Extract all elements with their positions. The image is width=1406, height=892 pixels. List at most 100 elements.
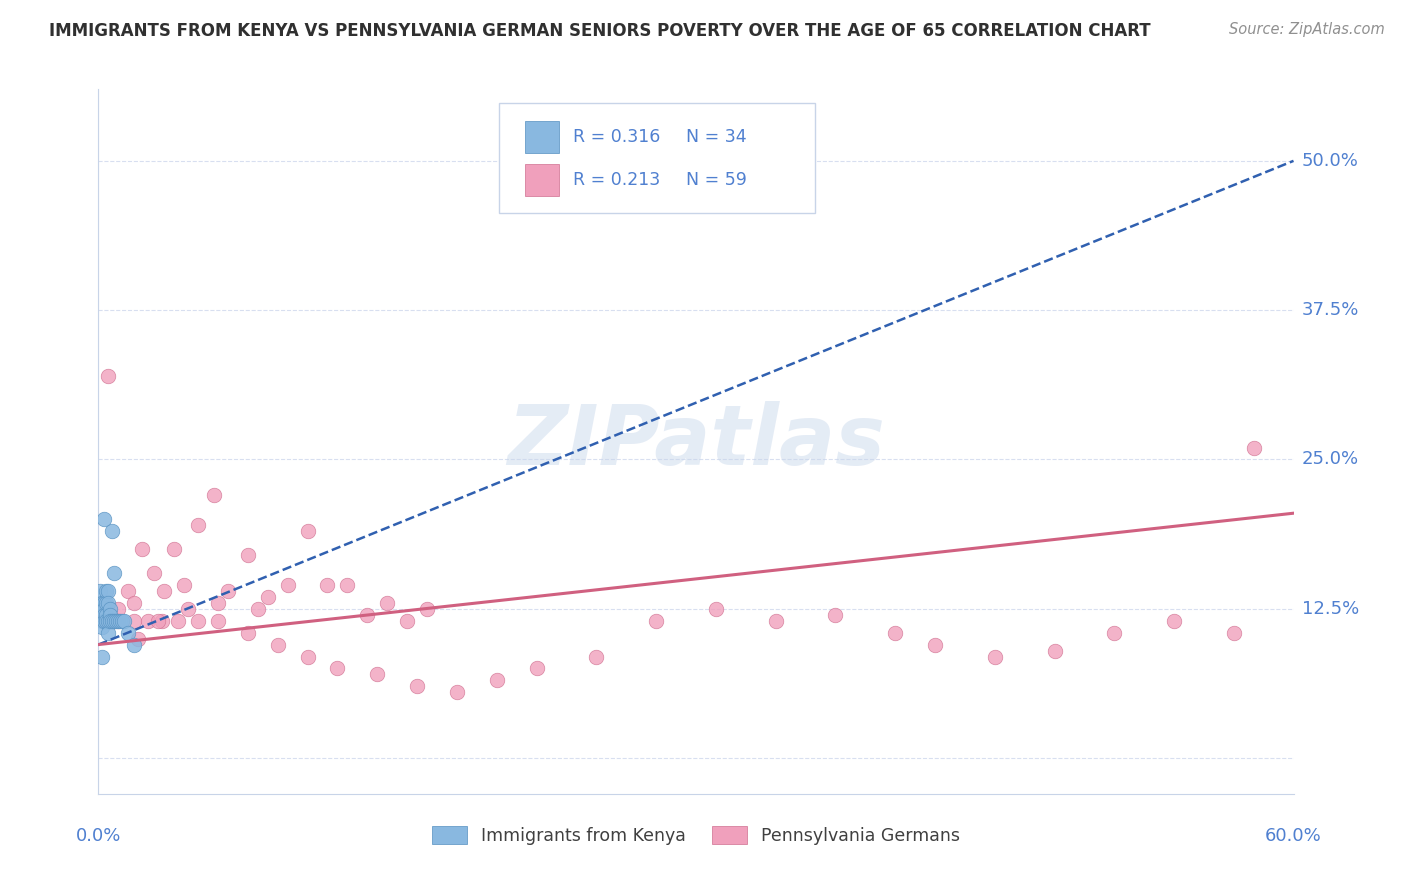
- Point: [485, 673, 508, 688]
- Point: [704, 601, 727, 615]
- Text: R = 0.213: R = 0.213: [572, 171, 661, 189]
- Point: [96, 607, 118, 622]
- Point: [153, 583, 176, 598]
- Point: [236, 548, 259, 562]
- Point: [277, 578, 299, 592]
- Point: [356, 607, 378, 622]
- Point: [366, 667, 388, 681]
- Text: N = 34: N = 34: [686, 128, 747, 146]
- Point: [375, 596, 398, 610]
- FancyBboxPatch shape: [499, 103, 815, 212]
- Point: [93, 614, 115, 628]
- Point: [150, 614, 173, 628]
- Point: [112, 614, 135, 628]
- Point: [416, 601, 439, 615]
- Point: [96, 583, 118, 598]
- Point: [96, 596, 118, 610]
- Text: 0.0%: 0.0%: [76, 827, 121, 846]
- Point: [202, 488, 225, 502]
- Point: [103, 566, 125, 580]
- Point: [98, 614, 122, 628]
- Point: [111, 614, 134, 628]
- Point: [136, 614, 159, 628]
- Text: 60.0%: 60.0%: [1265, 827, 1322, 846]
- Point: [110, 614, 132, 628]
- Point: [117, 625, 139, 640]
- Point: [585, 649, 607, 664]
- Legend: Immigrants from Kenya, Pennsylvania Germans: Immigrants from Kenya, Pennsylvania Germ…: [426, 820, 966, 852]
- Point: [107, 601, 129, 615]
- Point: [167, 614, 190, 628]
- Point: [98, 607, 122, 622]
- Point: [101, 524, 124, 538]
- Point: [107, 614, 129, 628]
- Point: [131, 542, 153, 557]
- Point: [173, 578, 195, 592]
- Point: [105, 614, 128, 628]
- Point: [177, 601, 200, 615]
- Point: [207, 614, 229, 628]
- Text: 50.0%: 50.0%: [1302, 152, 1358, 169]
- Point: [645, 614, 668, 628]
- Point: [187, 614, 209, 628]
- Text: 37.5%: 37.5%: [1302, 301, 1360, 319]
- Point: [107, 614, 129, 628]
- Point: [101, 614, 124, 628]
- Point: [924, 638, 946, 652]
- Point: [256, 590, 278, 604]
- Text: 25.0%: 25.0%: [1302, 450, 1360, 468]
- Point: [91, 601, 114, 615]
- Point: [984, 649, 1007, 664]
- Point: [91, 596, 114, 610]
- Text: 12.5%: 12.5%: [1302, 599, 1360, 618]
- Point: [124, 596, 146, 610]
- Point: [97, 625, 120, 640]
- Point: [93, 512, 115, 526]
- Point: [1223, 625, 1246, 640]
- Point: [246, 601, 269, 615]
- Point: [127, 632, 149, 646]
- Point: [297, 649, 319, 664]
- Point: [93, 596, 115, 610]
- Point: [93, 601, 115, 615]
- Point: [163, 542, 186, 557]
- Text: Source: ZipAtlas.com: Source: ZipAtlas.com: [1229, 22, 1385, 37]
- Point: [824, 607, 846, 622]
- Point: [396, 614, 419, 628]
- Point: [236, 625, 259, 640]
- Point: [91, 614, 114, 628]
- Point: [187, 518, 209, 533]
- Text: IMMIGRANTS FROM KENYA VS PENNSYLVANIA GERMAN SENIORS POVERTY OVER THE AGE OF 65 : IMMIGRANTS FROM KENYA VS PENNSYLVANIA GE…: [49, 22, 1152, 40]
- Point: [1243, 441, 1265, 455]
- Point: [91, 620, 114, 634]
- FancyBboxPatch shape: [524, 164, 558, 196]
- Point: [316, 578, 339, 592]
- Point: [124, 638, 146, 652]
- Point: [1163, 614, 1185, 628]
- Point: [117, 583, 139, 598]
- Point: [526, 661, 548, 675]
- Point: [93, 607, 115, 622]
- Point: [267, 638, 290, 652]
- Point: [97, 614, 120, 628]
- Point: [89, 596, 111, 610]
- Point: [207, 596, 229, 610]
- Text: ZIPatlas: ZIPatlas: [508, 401, 884, 482]
- Point: [103, 614, 125, 628]
- Point: [98, 601, 122, 615]
- Point: [406, 679, 429, 693]
- Point: [124, 614, 146, 628]
- Text: N = 59: N = 59: [686, 171, 747, 189]
- Point: [97, 596, 120, 610]
- Text: R = 0.316: R = 0.316: [572, 128, 661, 146]
- Point: [884, 625, 907, 640]
- Point: [97, 368, 120, 383]
- Point: [217, 583, 239, 598]
- Point: [148, 614, 170, 628]
- Point: [765, 614, 787, 628]
- Point: [336, 578, 359, 592]
- Point: [1104, 625, 1126, 640]
- Point: [143, 566, 166, 580]
- Point: [103, 614, 125, 628]
- Point: [96, 614, 118, 628]
